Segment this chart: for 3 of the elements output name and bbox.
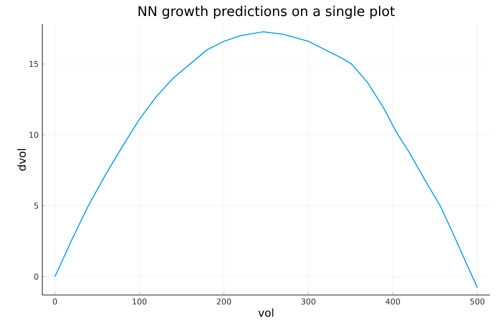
chart-title: NN growth predictions on a single plot bbox=[138, 6, 395, 19]
x-axis-title: vol bbox=[258, 308, 274, 317]
y-axis-title: dvol bbox=[17, 149, 26, 171]
